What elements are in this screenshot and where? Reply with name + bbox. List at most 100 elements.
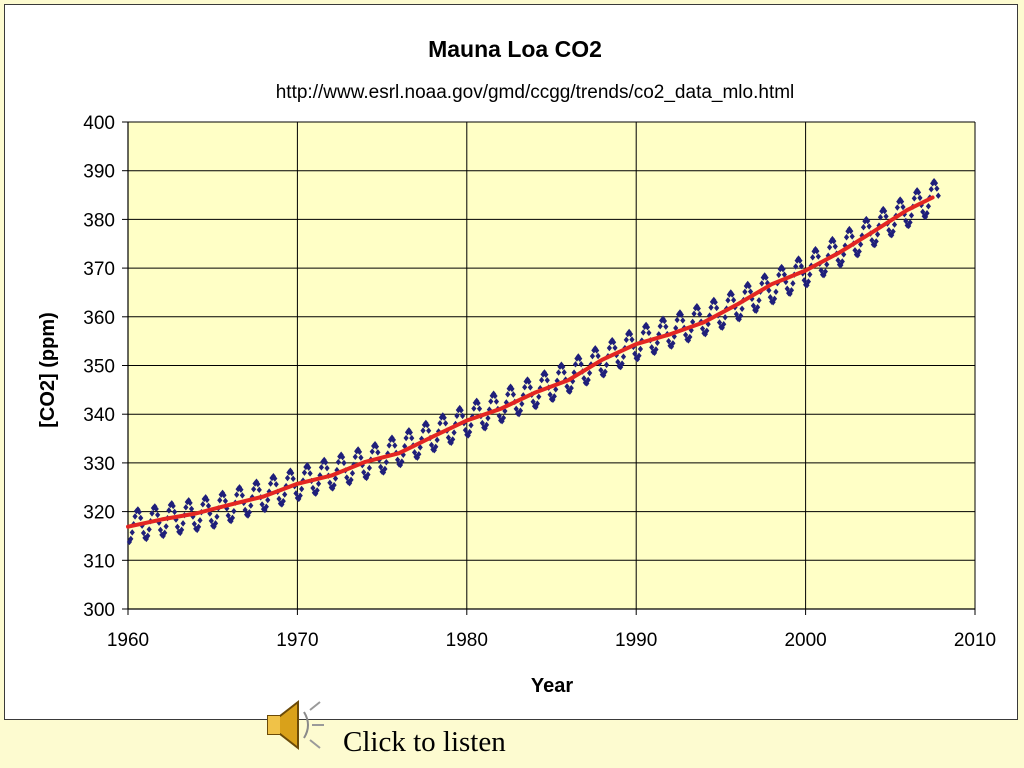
- data-point: [897, 196, 903, 203]
- data-point: [657, 323, 663, 330]
- data-point: [527, 384, 533, 391]
- data-point: [805, 278, 812, 285]
- data-point: [890, 228, 896, 235]
- data-point: [234, 491, 240, 498]
- data-point: [606, 344, 612, 352]
- data-point: [625, 330, 631, 338]
- data-point: [756, 297, 762, 304]
- data-point: [248, 502, 254, 509]
- data-point: [739, 305, 745, 312]
- data-point: [924, 210, 930, 217]
- data-point: [544, 377, 550, 384]
- x-tick-label: 2010: [954, 630, 996, 651]
- data-point: [372, 441, 378, 448]
- data-point: [797, 257, 803, 264]
- data-point: [348, 476, 354, 484]
- data-point: [880, 205, 886, 213]
- data-point: [488, 398, 494, 405]
- data-point: [341, 459, 347, 467]
- data-point: [349, 470, 356, 477]
- speaker-icon: [267, 699, 324, 751]
- data-point: [315, 480, 322, 487]
- data-point: [541, 369, 548, 376]
- data-point: [695, 305, 701, 312]
- data-point: [228, 517, 234, 525]
- y-tick-label: 390: [83, 162, 115, 183]
- data-point: [502, 407, 508, 415]
- data-point: [153, 505, 159, 513]
- data-point: [581, 375, 587, 382]
- data-point: [708, 304, 714, 311]
- data-point: [509, 385, 515, 393]
- data-point: [428, 441, 435, 449]
- data-point: [366, 464, 372, 472]
- data-point: [517, 407, 524, 414]
- data-point: [697, 311, 703, 318]
- data-point: [358, 454, 364, 461]
- data-point: [602, 368, 608, 375]
- chart-title: Mauna Loa CO2: [428, 36, 602, 62]
- data-point: [832, 243, 838, 250]
- data-point: [680, 317, 686, 324]
- x-tick-label: 1970: [276, 630, 318, 651]
- data-point: [306, 464, 312, 471]
- data-point: [262, 506, 268, 514]
- data-point: [773, 288, 779, 296]
- data-point: [587, 369, 593, 377]
- data-point: [932, 179, 939, 187]
- data-point: [865, 217, 871, 225]
- y-tick-label: 310: [83, 551, 115, 572]
- data-point: [882, 207, 888, 215]
- data-point: [934, 185, 940, 192]
- data-point: [217, 497, 223, 504]
- data-point: [793, 263, 799, 270]
- data-point: [524, 376, 531, 383]
- data-point: [874, 231, 881, 238]
- data-point: [866, 223, 872, 230]
- data-point: [400, 451, 406, 458]
- data-point: [138, 514, 144, 522]
- data-point: [382, 465, 388, 473]
- data-point: [714, 304, 720, 312]
- data-point: [721, 320, 727, 328]
- data-point: [200, 501, 206, 508]
- data-point: [534, 400, 540, 407]
- data-point: [898, 198, 905, 205]
- y-axis-label: [CO2] (ppm): [37, 312, 59, 428]
- data-point: [145, 532, 151, 540]
- data-point: [445, 434, 452, 441]
- data-point: [166, 507, 172, 514]
- data-point: [747, 288, 754, 295]
- data-point: [269, 474, 275, 482]
- data-point: [344, 474, 350, 481]
- data-point: [426, 427, 432, 434]
- data-point: [129, 529, 135, 536]
- data-point: [284, 474, 291, 482]
- data-point: [242, 506, 248, 514]
- data-point: [907, 219, 913, 226]
- data-point: [790, 280, 796, 287]
- click-to-listen-label[interactable]: Click to listen: [343, 726, 506, 758]
- trend-line: [126, 195, 935, 529]
- data-point: [183, 504, 189, 511]
- data-point: [770, 299, 776, 306]
- data-point: [911, 195, 917, 202]
- data-point: [841, 251, 847, 258]
- data-point: [323, 459, 329, 466]
- data-point: [324, 464, 330, 472]
- data-point: [290, 475, 296, 482]
- data-point: [685, 337, 692, 344]
- data-point: [279, 501, 285, 508]
- data-point: [935, 192, 941, 199]
- data-point: [636, 352, 642, 359]
- data-point: [280, 497, 286, 505]
- data-point: [140, 529, 147, 537]
- data-point: [922, 213, 929, 221]
- data-point: [332, 475, 339, 482]
- data-point: [373, 443, 380, 450]
- data-point: [804, 282, 810, 289]
- data-point: [736, 316, 742, 323]
- data-point: [575, 353, 581, 360]
- play-audio-button[interactable]: [262, 690, 332, 760]
- data-point: [331, 481, 337, 489]
